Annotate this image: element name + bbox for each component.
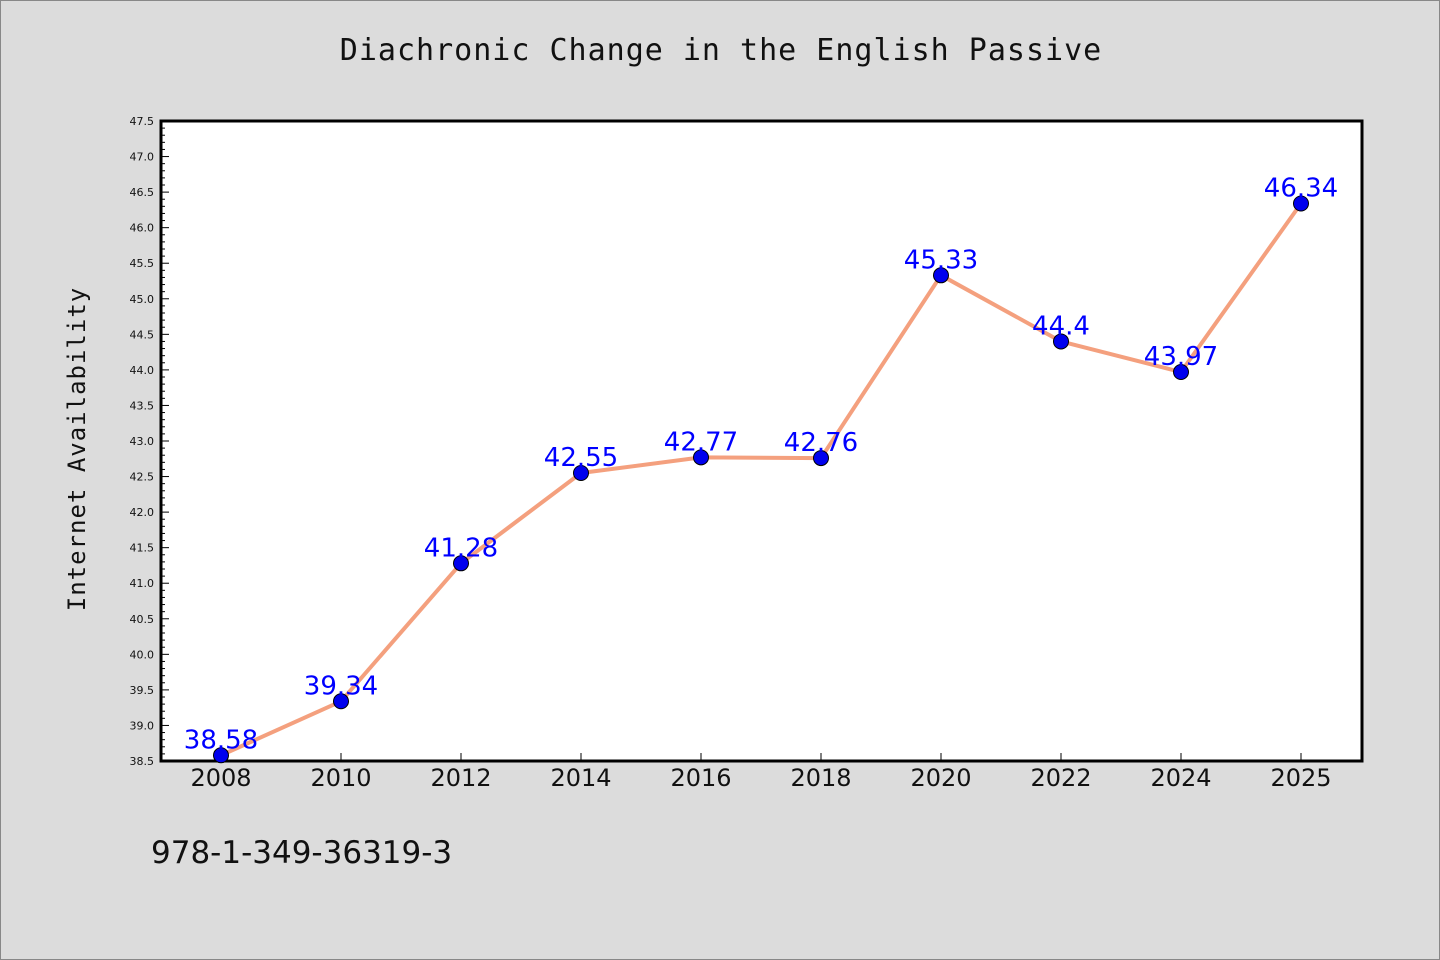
data-point (213, 747, 229, 764)
plot-area (159, 119, 1364, 763)
y-tick-label: 46.5 (130, 186, 155, 199)
y-tick-label: 44.5 (130, 328, 155, 341)
x-tick-label: 2012 (430, 764, 491, 792)
x-axis: 2008 2010 2012 2014 2016 2018 2020 2022 2024 2025 (190, 753, 1332, 792)
x-tick-label: 2022 (1030, 764, 1091, 792)
y-tick-label: 45.0 (130, 293, 155, 306)
y-tick-label: 42.5 (130, 471, 155, 484)
x-tick-label: 2020 (910, 764, 971, 792)
x-tick-label: 2018 (790, 764, 851, 792)
y-tick-label: 41.0 (130, 577, 155, 590)
data-label: 42.55 (544, 443, 618, 473)
data-label: 44.4 (1032, 311, 1090, 341)
isbn-footnote: 978-1-349-36319-3 (151, 835, 453, 871)
data-point (693, 449, 709, 466)
y-tick-label: 47.0 (130, 151, 155, 164)
y-tick-label: 46.0 (130, 222, 155, 235)
series-line-group (220, 202, 1303, 758)
data-label: 38.58 (184, 725, 258, 755)
data-point (1293, 195, 1309, 212)
data-label: 43.97 (1144, 342, 1218, 372)
chart-title: Diachronic Change in the English Passive (339, 33, 1103, 68)
data-label: 42.77 (664, 427, 738, 457)
series-line (220, 202, 1303, 758)
y-tick-label: 40.5 (130, 613, 155, 626)
x-tick-label: 2016 (670, 764, 731, 792)
data-point (1053, 333, 1069, 350)
y-tick-label: 44.0 (130, 364, 155, 377)
data-point (933, 267, 949, 284)
y-tick-label: 43.0 (130, 435, 155, 448)
y-tick-label: 41.5 (130, 542, 155, 555)
data-label: 39.34 (304, 671, 378, 701)
data-labels-group: 38.58 39.34 41.28 42.55 42.77 42.76 45.33 44.4 4… (184, 173, 1338, 755)
y-axis: 38.5 39.0 39.5 40.0 40.5 41.0 41.5 42.0 42.5 43.0… (130, 115, 169, 768)
data-label: 42.76 (784, 428, 858, 458)
y-tick-label: 45.5 (130, 257, 155, 270)
data-label: 46.34 (1264, 173, 1338, 203)
y-tick-label: 39.0 (130, 719, 155, 732)
data-point (453, 555, 469, 572)
x-tick-label: 2024 (1150, 764, 1211, 792)
y-tick-label: 43.5 (130, 399, 155, 412)
data-point (813, 450, 829, 467)
y-tick-label: 38.5 (130, 755, 155, 768)
x-tick-label: 2014 (550, 764, 611, 792)
data-point (573, 465, 589, 481)
y-tick-label: 39.5 (130, 684, 155, 697)
y-tick-label: 42.0 (130, 506, 155, 519)
data-label: 41.28 (424, 533, 498, 563)
x-tick-label: 2010 (310, 764, 371, 792)
y-tick-label: 40.0 (130, 648, 155, 661)
x-tick-label: 2008 (190, 764, 251, 792)
data-point (1173, 364, 1189, 381)
markers-group (213, 195, 1309, 764)
data-label: 45.33 (904, 245, 978, 275)
y-tick-label: 47.5 (130, 115, 155, 128)
x-tick-label: 2025 (1270, 764, 1331, 792)
data-point (333, 693, 349, 710)
